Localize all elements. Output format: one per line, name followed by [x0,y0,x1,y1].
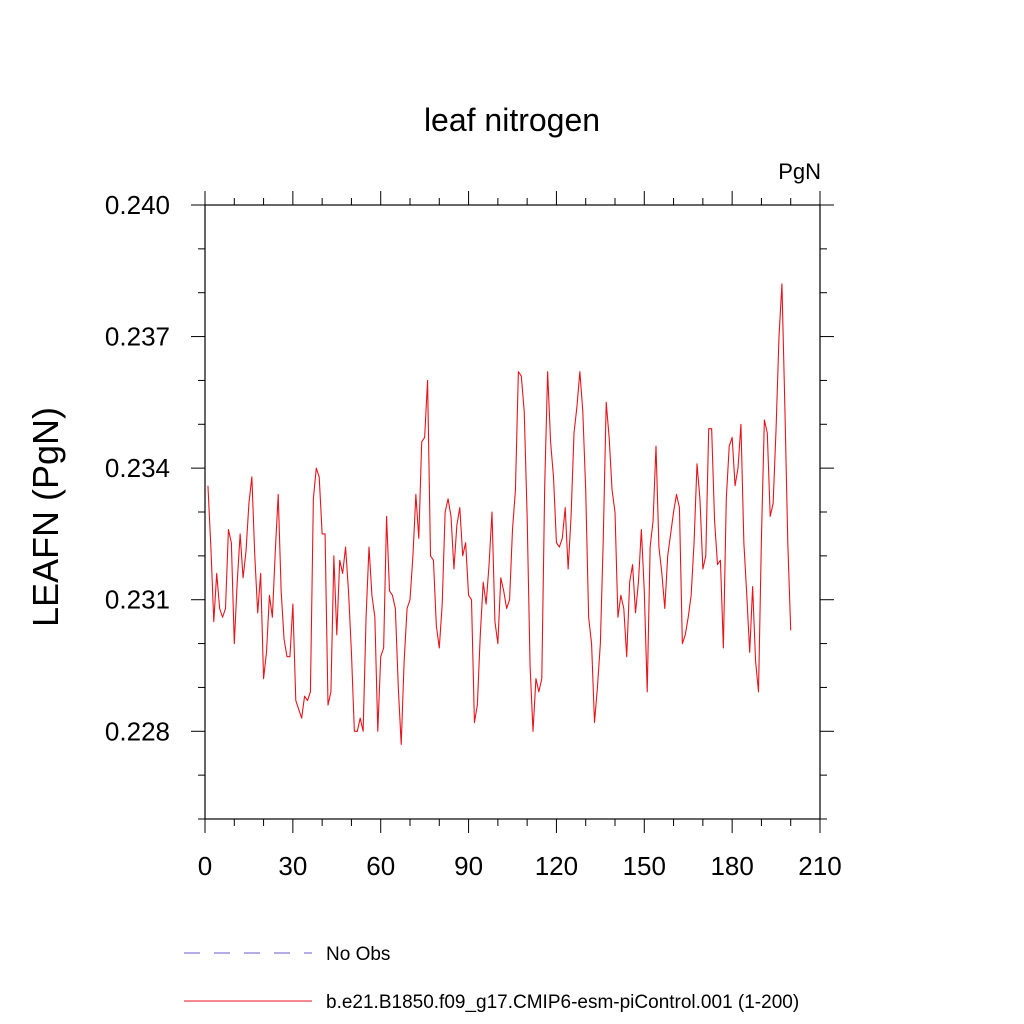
units-label: PgN [778,159,821,184]
x-tick-label: 210 [798,851,841,881]
axis-tick-labels: 0 30 60 90 120 150 180 210 0.228 0.231 0.234 0.237 0… [105,190,842,881]
x-tick-label: 30 [278,851,307,881]
x-tick-label: 180 [710,851,753,881]
y-tick-label: 0.240 [105,190,170,220]
axis-ticks [191,191,834,833]
series-layer [207,283,792,745]
y-tick-label: 0.228 [105,716,170,746]
y-tick-label: 0.231 [105,585,170,615]
x-tick-label: 150 [623,851,666,881]
x-tick-label: 60 [366,851,395,881]
x-tick-label: 120 [535,851,578,881]
plot-frame [204,204,821,820]
legend: No Obs b.e21.B1850.f09_g17.CMIP6-esm-piCo… [184,944,799,1013]
series-line [207,283,792,745]
y-axis-label: LEAFN (PgN) [25,407,66,627]
legend-label: No Obs [326,944,390,965]
x-tick-label: 90 [454,851,483,881]
y-tick-label: 0.237 [105,322,170,352]
chart-title: leaf nitrogen [424,102,600,138]
legend-label: b.e21.B1850.f09_g17.CMIP6-esm-piControl.… [326,992,799,1013]
y-tick-label: 0.234 [105,453,170,483]
x-tick-label: 0 [198,851,212,881]
